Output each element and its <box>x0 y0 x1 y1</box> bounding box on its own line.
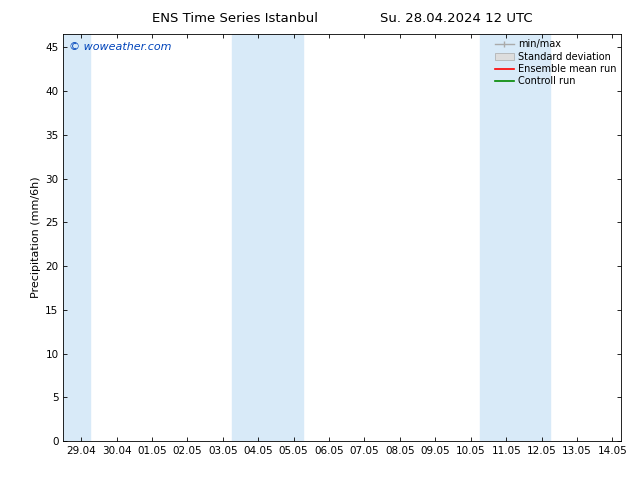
Bar <box>63 34 90 441</box>
Text: © woweather.com: © woweather.com <box>69 43 171 52</box>
Legend: min/max, Standard deviation, Ensemble mean run, Controll run: min/max, Standard deviation, Ensemble me… <box>493 37 618 88</box>
Y-axis label: Precipitation (mm/6h): Precipitation (mm/6h) <box>31 177 41 298</box>
Bar <box>480 34 550 441</box>
Text: Su. 28.04.2024 12 UTC: Su. 28.04.2024 12 UTC <box>380 12 533 25</box>
Text: ENS Time Series Istanbul: ENS Time Series Istanbul <box>152 12 318 25</box>
Bar <box>231 34 302 441</box>
